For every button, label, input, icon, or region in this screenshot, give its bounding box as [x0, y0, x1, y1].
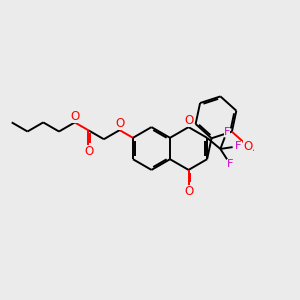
Text: O: O — [70, 110, 80, 123]
Text: F: F — [224, 127, 230, 137]
Text: F: F — [235, 141, 242, 151]
Text: O: O — [184, 185, 194, 198]
Text: O: O — [115, 117, 124, 130]
Text: F: F — [227, 159, 234, 169]
Text: O: O — [84, 145, 93, 158]
Text: O: O — [243, 140, 253, 153]
Text: O: O — [185, 114, 194, 127]
